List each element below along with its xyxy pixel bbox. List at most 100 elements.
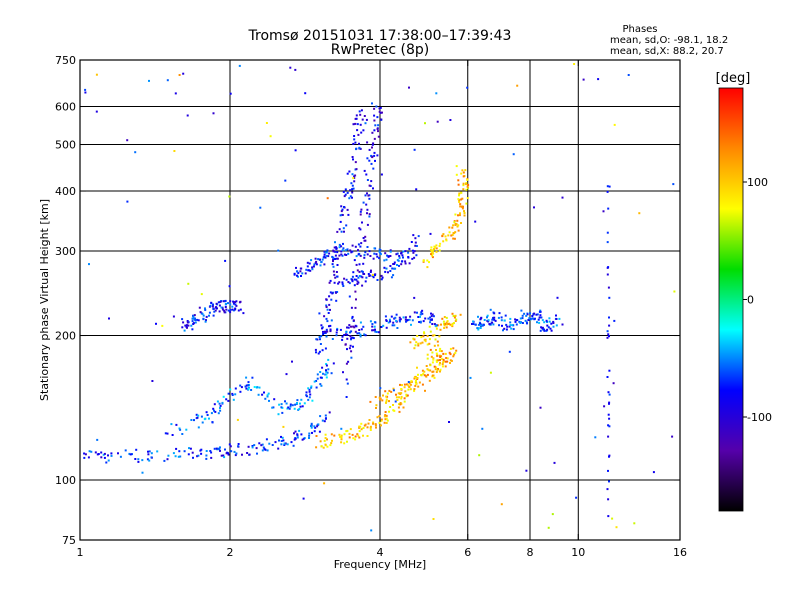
echo-point [461, 169, 464, 172]
echo-point [217, 412, 220, 415]
echo-point [238, 64, 241, 67]
echo-point [397, 406, 400, 409]
echo-point [163, 459, 166, 462]
echo-point [374, 423, 377, 426]
echo-point [341, 335, 344, 338]
echo-point [242, 312, 245, 315]
echo-point [182, 72, 185, 75]
echo-point [280, 440, 283, 442]
echo-point [603, 405, 606, 408]
echo-point [608, 401, 611, 404]
echo-point [192, 317, 195, 320]
echo-point [230, 450, 233, 453]
echo-point [358, 263, 361, 266]
echo-point [479, 327, 482, 329]
echo-point [608, 455, 610, 458]
echo-point [493, 312, 496, 315]
echo-point [331, 292, 334, 295]
echo-point [379, 252, 382, 255]
echo-point [492, 316, 494, 319]
echo-point [440, 357, 443, 360]
echo-point [247, 386, 250, 389]
echo-point [380, 274, 383, 277]
echo-point [352, 177, 355, 180]
echo-point [213, 310, 216, 313]
echo-point [310, 386, 313, 389]
echo-point [415, 382, 418, 385]
echo-point [345, 378, 348, 381]
echo-point [435, 371, 438, 373]
echo-point [396, 264, 398, 266]
echo-point [375, 404, 378, 407]
echo-point [602, 210, 605, 213]
echo-point [474, 220, 477, 223]
y-axis-label: Stationary phase Virtual Height [km] [38, 199, 51, 401]
echo-point [385, 326, 388, 329]
echo-point [229, 300, 232, 303]
echo-point [389, 406, 392, 408]
echo-point [311, 266, 314, 269]
echo-point [393, 317, 396, 320]
echo-point [366, 157, 369, 160]
echo-point [274, 441, 277, 444]
echo-point [413, 377, 416, 380]
x-tick-label: 1 [77, 546, 84, 559]
echo-point [350, 182, 353, 185]
echo-point [395, 393, 397, 396]
echo-point [356, 283, 359, 285]
echo-point [486, 319, 489, 322]
echo-point [368, 215, 371, 218]
echo-point [414, 237, 417, 240]
echo-point [208, 417, 210, 420]
echo-point [225, 303, 227, 305]
echo-point [228, 443, 231, 446]
echo-point [307, 398, 310, 401]
echo-point [265, 438, 268, 441]
echo-point [333, 273, 336, 276]
echo-point [525, 314, 528, 317]
echo-point [420, 311, 423, 314]
echo-point [446, 357, 449, 360]
echo-point [533, 206, 535, 209]
echo-point [360, 208, 363, 211]
echo-point [346, 208, 349, 211]
echo-point [269, 135, 272, 138]
echo-point [408, 318, 411, 321]
echo-point [292, 444, 295, 447]
echo-point [281, 411, 284, 414]
echo-point [264, 448, 267, 451]
echo-point [222, 300, 225, 303]
echo-point [505, 328, 508, 331]
echo-point [441, 317, 444, 320]
echo-point [380, 418, 383, 421]
echo-point [289, 405, 292, 408]
echo-point [305, 394, 308, 397]
echo-point [347, 360, 350, 363]
echo-point [205, 411, 208, 414]
echo-point [582, 78, 585, 81]
echo-point [380, 118, 383, 121]
echo-point [389, 270, 392, 272]
echo-point [305, 268, 308, 271]
echo-point [413, 250, 416, 253]
echo-point [497, 316, 500, 319]
echo-point [346, 333, 349, 336]
echo-point [376, 255, 379, 258]
echo-point [500, 319, 503, 322]
echo-point [360, 328, 363, 331]
echo-point [344, 253, 346, 256]
echo-point [436, 354, 439, 357]
echo-point [336, 257, 339, 260]
echo-point [537, 318, 540, 321]
echo-point [229, 445, 232, 448]
echo-point [332, 265, 335, 268]
echo-point [341, 254, 344, 257]
echo-point [446, 320, 449, 323]
echo-point [338, 246, 341, 249]
echo-point [354, 324, 357, 327]
echo-point [281, 436, 284, 439]
echo-point [433, 334, 436, 337]
echo-point [367, 273, 370, 275]
echo-point [430, 315, 433, 318]
echo-point [190, 324, 193, 327]
